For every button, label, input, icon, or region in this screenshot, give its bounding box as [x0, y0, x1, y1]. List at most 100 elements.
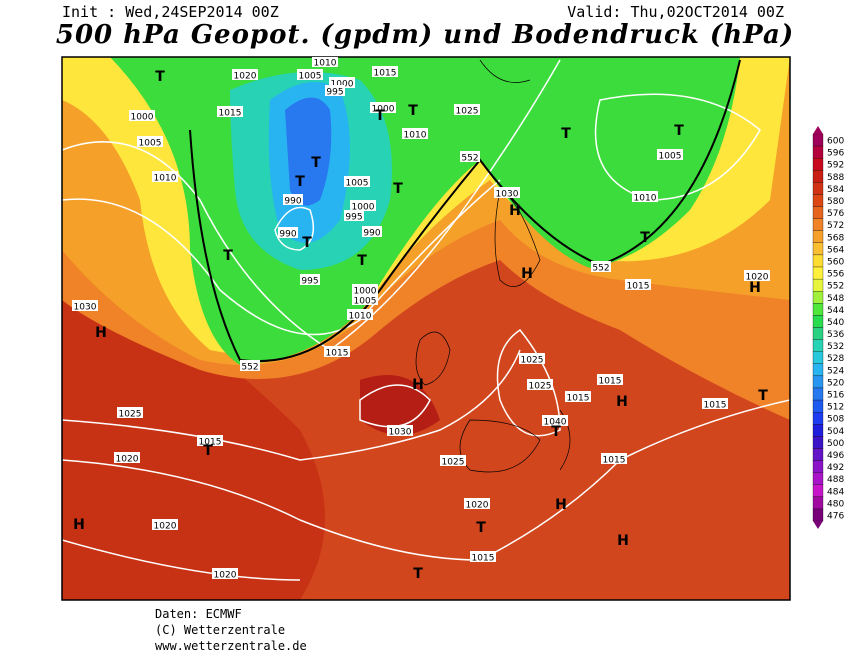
pressure-center: H	[616, 394, 628, 410]
colorbar-cell	[812, 448, 824, 461]
colorbar-label: 552	[827, 282, 844, 292]
colorbar-label: 576	[827, 209, 844, 219]
isobar-label: 25	[36, 229, 47, 239]
isobar-label: 1000	[352, 203, 375, 213]
label-bg	[454, 104, 480, 115]
isobar-label: 15	[34, 162, 45, 172]
field-dark	[360, 375, 440, 435]
label-bg	[212, 568, 238, 579]
map-frame	[61, 56, 791, 601]
isobar-label: 990	[363, 229, 380, 239]
pressure-center: T	[223, 248, 233, 264]
colorbar-label: 524	[827, 366, 844, 376]
isobar-label: 1015	[219, 109, 242, 119]
pressure-center: H	[521, 266, 533, 282]
isobar-label: 1020	[746, 273, 769, 283]
isobar-label: 1000	[372, 105, 395, 115]
colorbar-label: 508	[827, 415, 844, 425]
label-bg	[370, 102, 396, 113]
colorbar-label: 496	[827, 451, 844, 461]
field-blue	[285, 97, 332, 206]
isobar-label: 1010	[634, 194, 657, 204]
label-bg	[352, 284, 378, 295]
label-bg	[344, 210, 364, 221]
colorbar-label: 536	[827, 330, 844, 340]
pressure-center: T	[561, 126, 571, 142]
isobar-label: 1015	[472, 554, 495, 564]
isobar-label: 1005	[659, 152, 682, 162]
label-bg	[591, 261, 611, 272]
label-bg	[324, 346, 350, 357]
isobar-label: 1005	[299, 72, 322, 82]
colorbar-cell	[812, 424, 824, 437]
label-bg	[460, 151, 480, 162]
label-bg	[494, 187, 520, 198]
colorbar-cell	[812, 363, 824, 377]
552-contour	[189, 59, 741, 363]
isobar-label: 1005	[346, 179, 369, 189]
source: Daten: ECMWF	[155, 607, 242, 621]
label-bg	[117, 407, 143, 418]
colorbar-cell	[812, 218, 824, 231]
pressure-center: T	[357, 253, 367, 269]
isobar-label: 1030	[389, 428, 412, 438]
isobar-label: 1025	[521, 356, 544, 366]
isobar-label: 1020	[214, 571, 237, 581]
label-bg	[35, 226, 49, 237]
label-bg	[240, 360, 260, 371]
colorbar-cell	[812, 291, 824, 304]
isobar-label: 1015	[199, 438, 222, 448]
colorbar-cell	[812, 157, 824, 171]
colorbar-cell	[812, 399, 824, 413]
colorbar-cell	[812, 145, 824, 159]
pressure-center: H	[412, 377, 424, 393]
label-bg	[387, 425, 413, 436]
colorbar-cell	[812, 436, 824, 449]
isobar-label: 1010	[154, 174, 177, 184]
colorbar-label: 520	[827, 378, 844, 388]
pressure-center: H	[617, 533, 629, 549]
colorbar-cell	[812, 254, 824, 268]
label-bg	[32, 191, 58, 202]
pressure-center: T	[476, 520, 486, 536]
colorbar-label: 532	[827, 342, 844, 352]
pressure-center: T	[311, 155, 321, 171]
pressure-center: H	[73, 517, 85, 533]
label-bg	[312, 57, 338, 67]
pressure-center: T	[375, 108, 385, 124]
label-bg	[114, 452, 140, 463]
isobar-label: 1005	[354, 297, 377, 307]
isobar-label: 1020	[34, 194, 57, 204]
isobar-label: 995	[301, 277, 318, 287]
isobar-label: 552	[592, 264, 609, 274]
copyright: (C) Wetterzentrale	[155, 623, 286, 637]
label-bg	[632, 191, 658, 202]
colorbar-label: 588	[827, 173, 844, 183]
colorbar-label: 504	[827, 427, 844, 437]
colorbar-label: 572	[827, 221, 844, 231]
pressure-center: T	[155, 69, 165, 85]
isobar-label: 1015	[627, 282, 650, 292]
label-bg	[352, 294, 378, 305]
label-bg	[702, 398, 728, 409]
label-bg	[440, 455, 466, 466]
colorbar-cell	[812, 339, 824, 352]
isobar-label: 1010	[349, 312, 372, 322]
isobar-label: 1010	[314, 59, 337, 69]
colorbar-label: 556	[827, 270, 844, 280]
label-bg	[217, 106, 243, 117]
pressure-center: T	[551, 424, 561, 440]
isobar-label: 1000	[331, 80, 354, 90]
colorbar-cell	[812, 484, 824, 498]
label-bg	[519, 353, 545, 364]
isobar-label: 1005	[139, 139, 162, 149]
isobar-label: 1010	[404, 131, 427, 141]
label-bg	[152, 519, 178, 530]
colorbar-cell	[812, 170, 824, 183]
label-bg	[527, 379, 553, 390]
label-bg	[129, 110, 155, 121]
colorbar-cell	[812, 327, 824, 340]
colorbar-cell	[812, 182, 824, 195]
label-bg	[72, 300, 98, 311]
colorbar-cell	[812, 303, 824, 316]
